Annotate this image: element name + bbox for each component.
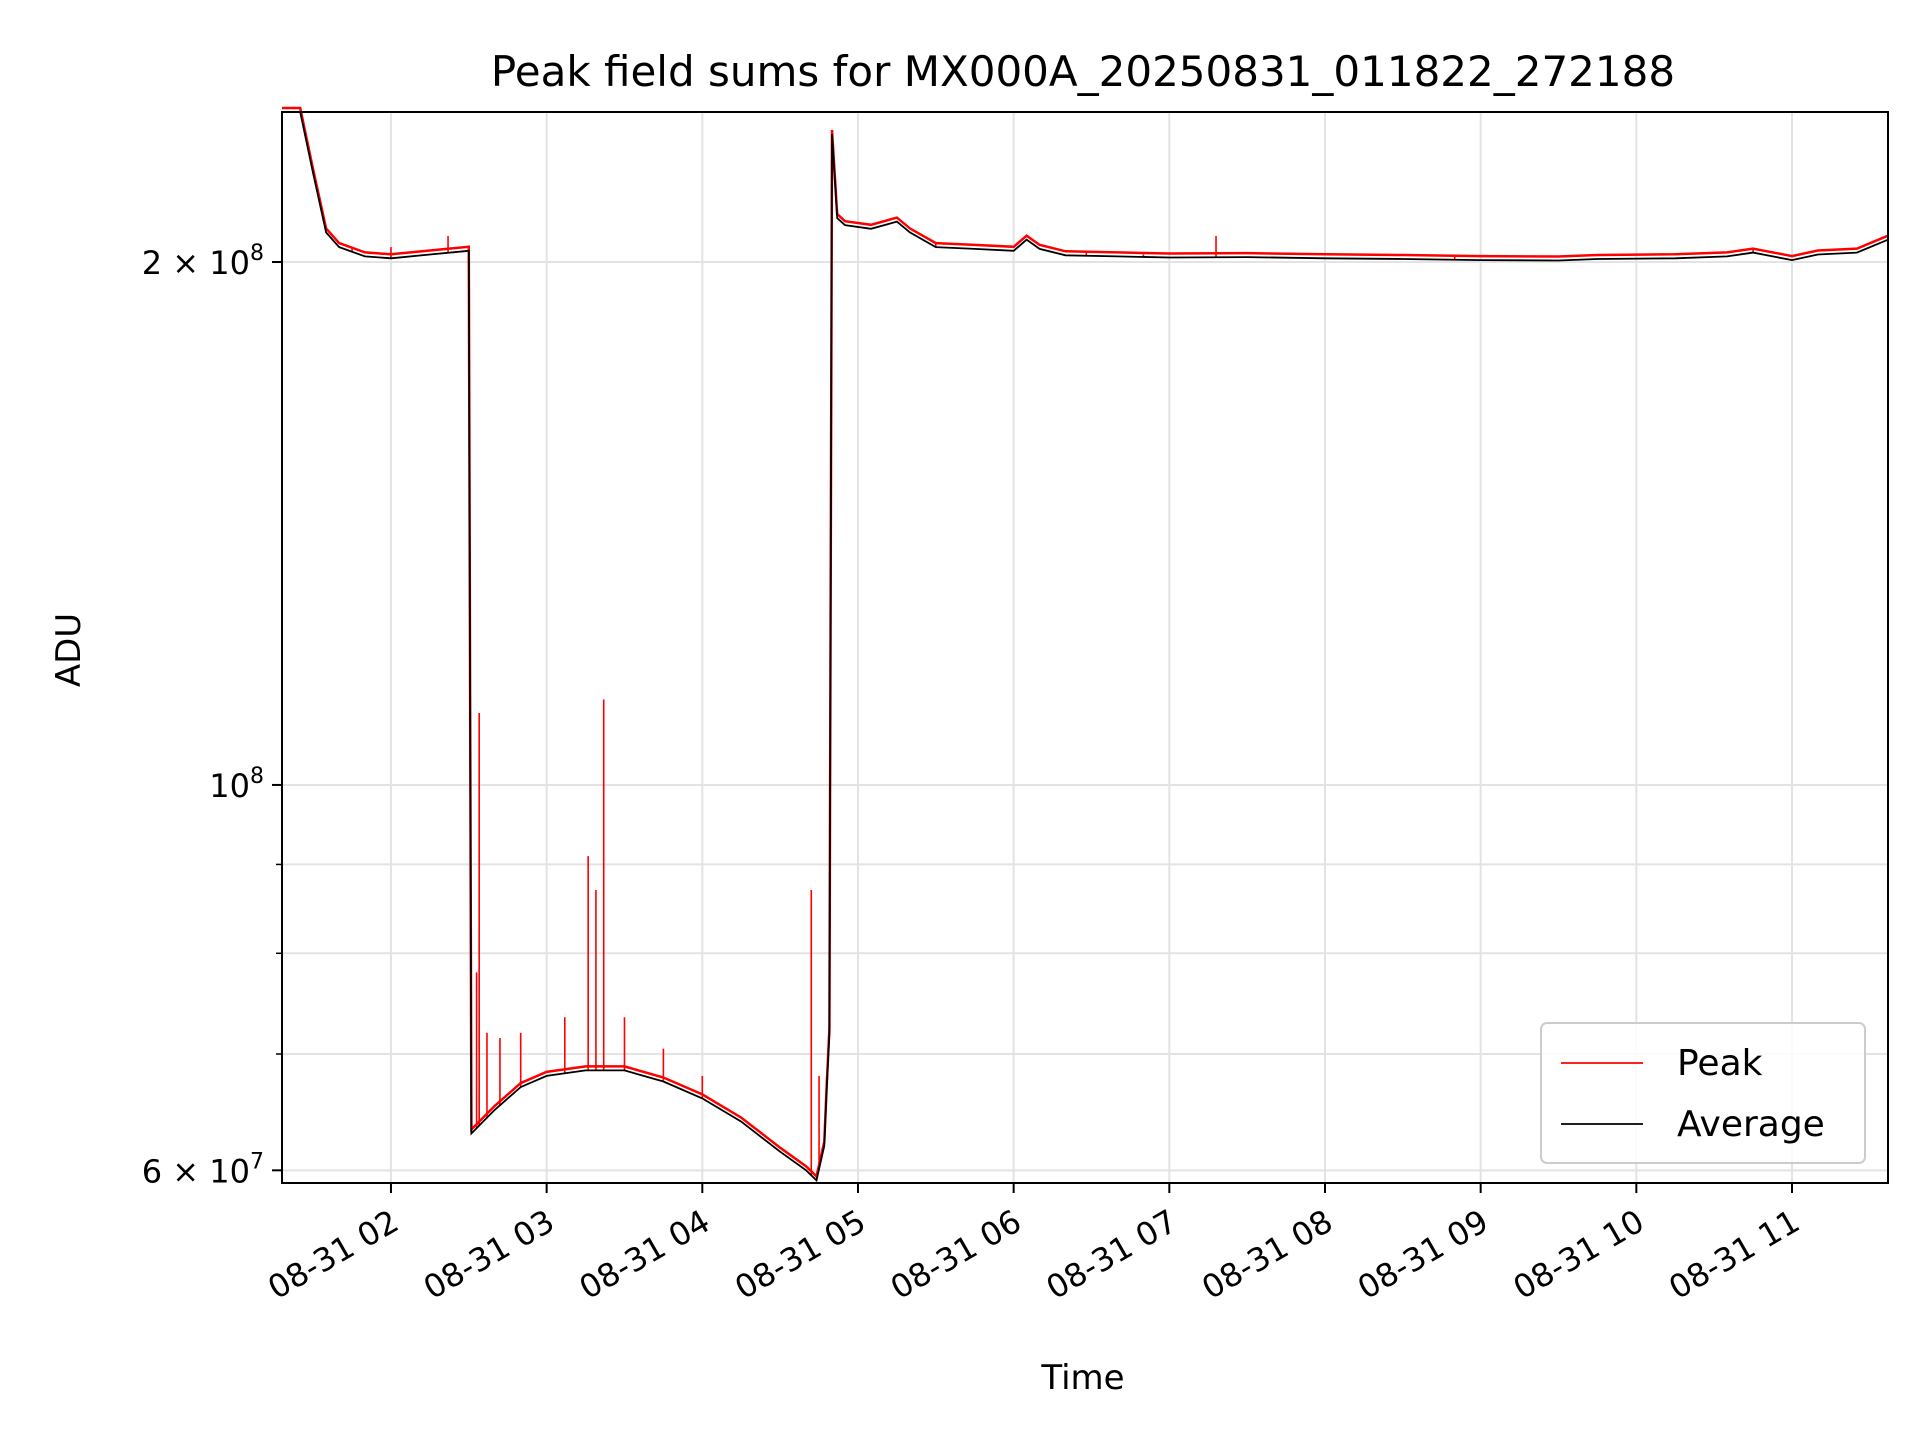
plot-lines	[282, 106, 1889, 1183]
legend-item-peak-label: Peak	[1677, 1043, 1763, 1084]
series-line-average	[282, 111, 1889, 1183]
legend-item-average-label: Average	[1677, 1104, 1825, 1145]
grid	[282, 112, 1888, 1183]
chart-title: Peak field sums for MX000A_20250831_0118…	[491, 47, 1675, 96]
legend: Peak Average	[1540, 1022, 1866, 1164]
y-tick-label: 2 × 108	[142, 241, 264, 282]
y-axis-title: ADU	[49, 613, 89, 687]
y-axis: 6 × 107 108 2 × 108	[142, 241, 282, 1190]
y-tick-label: 108	[209, 764, 264, 805]
x-axis-title: Time	[1040, 1358, 1124, 1398]
y-tick-label: 6 × 107	[142, 1149, 264, 1190]
legend-box	[1540, 1022, 1866, 1164]
plot-frame	[281, 111, 1889, 1184]
